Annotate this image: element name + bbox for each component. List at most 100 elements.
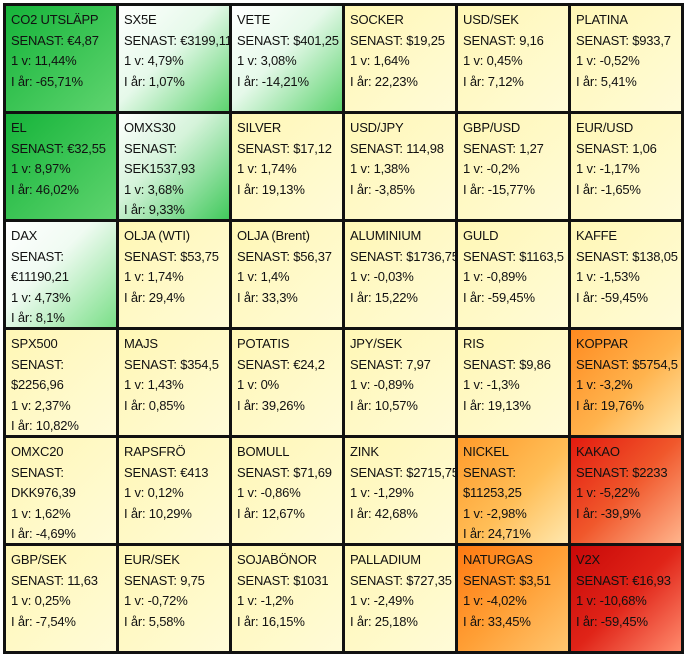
tile-name: NATURGAS — [463, 552, 533, 567]
tile-name: V2X — [576, 552, 600, 567]
tile-value-line: 1 v: 8,97% — [11, 161, 71, 176]
tile-name: PLATINA — [576, 12, 628, 27]
market-tile[interactable]: BOMULL SENAST: $71,69 1 v: -0,86% I år: 12,… — [232, 438, 342, 543]
tile-value-line: SENAST: 1,06 — [576, 140, 657, 156]
market-tile[interactable]: SPX500 SENAST: $2256,96 1 v: 2,37% I år: 10,… — [6, 330, 116, 435]
tile-name: KOPPAR — [576, 336, 629, 351]
tile-name: ZINK — [350, 444, 379, 459]
tile-value-line: I år: -59,45% — [576, 289, 648, 305]
tile-value-line: SENAST: 9,16 — [463, 32, 544, 48]
market-tile[interactable]: CO2 UTSLÄPP SENAST: €4,87 1 v: 11,44% I år:… — [6, 6, 116, 111]
market-tile[interactable]: EUR/USD SENAST: 1,06 1 v: -1,17% I år: -1,6… — [571, 114, 681, 219]
tile-value-line: 1 v: 3,68% — [124, 181, 184, 197]
market-tile[interactable]: RAPSFRÖ SENAST: €413 1 v: 0,12% I år: 10,29… — [119, 438, 229, 543]
tile-name: JPY/SEK — [350, 336, 403, 351]
tile-name: SILVER — [237, 120, 282, 135]
tile-value-line: SENAST: €32,55 — [11, 140, 106, 156]
tile-name: VETE — [237, 12, 271, 27]
tile-value-line: I år: 16,15% — [237, 613, 305, 629]
tile-value-line: SENAST: $1163,5 — [463, 248, 564, 264]
tile-value-line: 1 v: -0,86% — [237, 485, 301, 500]
tile-value-line: I år: 8,1% — [11, 310, 65, 325]
tile-value-line: SENAST: 1,27 — [463, 140, 544, 156]
tile-value-line: SENAST: 11,63 — [11, 572, 98, 588]
tile-value-line: SENAST: $5754,5 — [576, 356, 678, 372]
market-tile[interactable]: PALLADIUM SENAST: $727,35 1 v: -2,49% I år:… — [345, 546, 455, 651]
market-tile[interactable]: NATURGAS SENAST: $3,51 1 v: -4,02% I år: 33… — [458, 546, 568, 651]
market-tile[interactable]: ALUMINIUM SENAST: $1736,75 1 v: -0,03% I år… — [345, 222, 455, 327]
market-tile[interactable]: KAKAO SENAST: $2233 1 v: -5,22% I år: -39,9… — [571, 438, 681, 543]
tile-name: KAFFE — [576, 228, 617, 243]
tile-name: RAPSFRÖ — [124, 444, 186, 459]
tile-value-line: SENAST: $56,37 — [237, 248, 332, 264]
market-tile[interactable]: GULD SENAST: $1163,5 1 v: -0,89% I år: -59,… — [458, 222, 568, 327]
tile-value-line: SENAST: $2233 — [576, 464, 668, 480]
market-tile[interactable]: SOJABÖNOR SENAST: $1031 1 v: -1,2% I år: 16… — [232, 546, 342, 651]
tile-value-line: 1 v: 1,62% — [11, 505, 71, 521]
tile-name: DAX — [11, 228, 38, 243]
market-tile[interactable]: GBP/SEK SENAST: 11,63 1 v: 0,25% I år: -7,5… — [6, 546, 116, 651]
market-tile[interactable]: SILVER SENAST: $17,12 1 v: 1,74% I år: 19,1… — [232, 114, 342, 219]
tile-value-line: I år: 12,67% — [237, 505, 305, 521]
tile-value-line: SENAST: $2715,75 — [350, 464, 455, 480]
tile-value-line: 1 v: 4,79% — [124, 53, 184, 68]
tile-value-line: 1 v: 1,43% — [124, 377, 184, 392]
market-tile[interactable]: KOPPAR SENAST: $5754,5 1 v: -3,2% I år: 19,… — [571, 330, 681, 435]
tile-value-line: I år: 10,57% — [350, 397, 418, 413]
tile-value-line: SENAST: 9,75 — [124, 572, 205, 588]
tile-value-line: 1 v: 0% — [237, 377, 279, 392]
tile-value-line: SENAST: $1031 — [237, 572, 329, 588]
tile-value-line: SENAST: €4,87 — [11, 32, 99, 48]
tile-name: POTATIS — [237, 336, 290, 351]
market-tile[interactable]: OLJA (WTI) SENAST: $53,75 1 v: 1,74% I år: … — [119, 222, 229, 327]
market-tile[interactable]: RIS SENAST: $9,86 1 v: -1,3% I år: 19,13% — [458, 330, 568, 435]
tile-value-line: I år: 46,02% — [11, 181, 79, 197]
tile-value-line: I år: 5,41% — [576, 73, 637, 89]
market-tile[interactable]: DAX SENAST: €11190,21 1 v: 4,73% I år: 8,1% — [6, 222, 116, 327]
tile-value-line: SENAST: 7,97 — [350, 356, 431, 372]
tile-value-line: €11190,21 — [11, 269, 69, 284]
tile-value-line: I år: 25,18% — [350, 613, 418, 629]
market-tile[interactable]: OLJA (Brent) SENAST: $56,37 1 v: 1,4% I år:… — [232, 222, 342, 327]
tile-value-line: I år: 33,45% — [463, 613, 531, 629]
market-tile[interactable]: OMXS30 SENAST: SEK1537,93 1 v: 3,68% I år: 9… — [119, 114, 229, 219]
tile-value-line: I år: 24,71% — [463, 526, 531, 541]
market-tile[interactable]: MAJS SENAST: $354,5 1 v: 1,43% I år: 0,85% — [119, 330, 229, 435]
tile-value-line: I år: 1,07% — [124, 73, 185, 89]
market-tile[interactable]: POTATIS SENAST: €24,2 1 v: 0% I år: 39,26% — [232, 330, 342, 435]
tile-value-line: 1 v: -1,29% — [350, 485, 414, 500]
market-tile[interactable]: NICKEL SENAST: $11253,25 1 v: -2,98% I år: 2… — [458, 438, 568, 543]
market-tile[interactable]: USD/JPY SENAST: 114,98 1 v: 1,38% I år: -3,… — [345, 114, 455, 219]
tile-value-line: I år: -7,54% — [11, 613, 76, 629]
tile-name: OMXC20 — [11, 444, 64, 459]
market-tile[interactable]: USD/SEK SENAST: 9,16 1 v: 0,45% I år: 7,12% — [458, 6, 568, 111]
market-tile[interactable]: SX5E SENAST: €3199,11 1 v: 4,79% I år: 1,07… — [119, 6, 229, 111]
tile-value-line: SENAST: $3,51 — [463, 572, 551, 588]
tile-value-line: SENAST: €3199,11 — [124, 32, 229, 48]
tile-value-line: SENAST: $354,5 — [124, 356, 219, 372]
tile-value-line: I år: 29,4% — [124, 289, 185, 305]
tile-value-line: SENAST: — [11, 464, 64, 480]
market-tile[interactable]: OMXC20 SENAST: DKK976,39 1 v: 1,62% I år: -4… — [6, 438, 116, 543]
tile-value-line: 1 v: -3,2% — [576, 377, 633, 392]
tile-value-line: $11253,25 — [463, 485, 522, 500]
tile-value-line: I år: -39,9% — [576, 505, 641, 521]
market-tile[interactable]: PLATINA SENAST: $933,7 1 v: -0,52% I år: 5,… — [571, 6, 681, 111]
market-tile[interactable]: V2X SENAST: €16,93 1 v: -10,68% I år: -59,4… — [571, 546, 681, 651]
market-tile[interactable]: EUR/SEK SENAST: 9,75 1 v: -0,72% I år: 5,58… — [119, 546, 229, 651]
tile-value-line: I år: -65,71% — [11, 73, 83, 89]
market-tile[interactable]: ZINK SENAST: $2715,75 1 v: -1,29% I år: 42,… — [345, 438, 455, 543]
market-tile[interactable]: JPY/SEK SENAST: 7,97 1 v: -0,89% I år: 10,5… — [345, 330, 455, 435]
market-tile[interactable]: SOCKER SENAST: $19,25 1 v: 1,64% I år: 22,2… — [345, 6, 455, 111]
tile-value-line: SENAST: $1736,75 — [350, 248, 455, 264]
tile-value-line: SENAST: $19,25 — [350, 32, 445, 48]
market-tile[interactable]: GBP/USD SENAST: 1,27 1 v: -0,2% I år: -15,7… — [458, 114, 568, 219]
market-tile[interactable]: VETE SENAST: $401,25 1 v: 3,08% I år: -14,2… — [232, 6, 342, 111]
tile-value-line: SENAST: $53,75 — [124, 248, 219, 264]
market-tile[interactable]: KAFFE SENAST: $138,05 1 v: -1,53% I år: -59… — [571, 222, 681, 327]
tile-value-line: I år: -1,65% — [576, 181, 641, 197]
market-tile[interactable]: EL SENAST: €32,55 1 v: 8,97% I år: 46,02% — [6, 114, 116, 219]
tile-value-line: SENAST: $9,86 — [463, 356, 551, 372]
tile-name: SOJABÖNOR — [237, 552, 317, 567]
tile-value-line: I år: -59,45% — [576, 613, 648, 629]
